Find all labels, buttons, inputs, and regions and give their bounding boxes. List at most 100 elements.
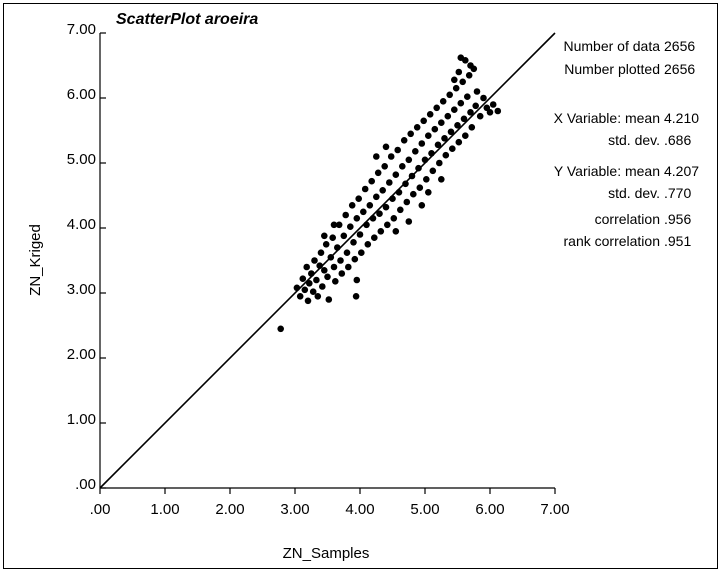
data-point: [441, 135, 448, 142]
data-point: [311, 257, 318, 264]
data-point: [342, 211, 350, 219]
data-point: [321, 267, 328, 274]
data-point: [356, 231, 364, 238]
data-point: [418, 140, 426, 147]
data-point: [442, 151, 450, 159]
stat-value: 4.207: [664, 163, 699, 179]
data-point: [364, 241, 372, 248]
x-tick-label: 1.00: [150, 501, 179, 518]
data-point: [459, 78, 467, 86]
x-tick-label: .00: [90, 501, 111, 518]
y-tick-label: 3.00: [67, 281, 96, 298]
data-point: [433, 104, 441, 112]
data-point: [373, 193, 380, 201]
data-point: [464, 93, 471, 100]
data-point: [392, 171, 400, 178]
data-point: [374, 169, 382, 177]
data-point: [420, 117, 428, 125]
data-point: [412, 148, 419, 155]
data-point: [462, 132, 469, 139]
data-point: [425, 189, 432, 196]
x-tick-label: 3.00: [280, 501, 309, 518]
data-point: [486, 109, 494, 116]
data-point: [313, 276, 320, 284]
data-point: [472, 102, 480, 110]
data-point: [451, 76, 458, 84]
stat-value: 2656: [664, 38, 695, 54]
data-point: [319, 283, 326, 290]
y-tick-label: .00: [75, 476, 96, 493]
data-point: [330, 263, 338, 271]
data-point: [405, 218, 413, 225]
stat-value: 2656: [664, 61, 695, 77]
data-point: [429, 167, 437, 175]
data-point: [462, 57, 469, 64]
data-point: [410, 190, 417, 198]
data-point: [314, 293, 322, 300]
data-point: [340, 232, 348, 240]
data-point: [379, 187, 387, 194]
y-axis-title: ZN_Kriged: [27, 224, 44, 296]
data-point: [392, 228, 400, 235]
data-point: [382, 203, 390, 211]
data-point: [329, 234, 337, 241]
chart-frame: [3, 3, 718, 569]
data-point: [355, 195, 363, 202]
stat-value: .951: [664, 233, 691, 249]
data-point: [304, 297, 312, 305]
stat-value: .686: [664, 132, 691, 148]
stat-label: Number plotted: [564, 61, 660, 77]
data-point: [449, 145, 456, 152]
data-point: [452, 84, 460, 92]
x-tick-label: 5.00: [410, 501, 439, 518]
data-point: [397, 206, 404, 214]
data-point: [399, 163, 406, 170]
data-point: [321, 232, 328, 240]
data-point: [386, 179, 393, 186]
y-tick-label: 2.00: [67, 346, 96, 363]
data-point: [415, 164, 422, 172]
data-point: [465, 72, 473, 79]
data-point: [390, 215, 398, 222]
data-point: [353, 276, 361, 284]
data-point: [407, 130, 415, 138]
data-point: [425, 132, 432, 139]
data-point: [438, 176, 445, 183]
chart-title: ScatterPlot aroeira: [116, 11, 258, 28]
data-point: [306, 280, 313, 287]
y-tick-label: 6.00: [67, 86, 96, 103]
data-point: [371, 234, 378, 241]
data-point: [413, 124, 421, 131]
stat-label: X Variable: mean: [554, 110, 660, 126]
stat-label: correlation: [595, 211, 660, 227]
data-point: [343, 249, 351, 256]
data-point: [324, 273, 331, 281]
y-tick-label: 5.00: [67, 151, 96, 168]
data-point: [473, 88, 481, 95]
data-point: [377, 228, 385, 235]
data-point: [322, 241, 330, 248]
data-point: [335, 221, 343, 229]
data-point: [423, 176, 430, 183]
data-point: [350, 239, 357, 246]
data-point: [418, 202, 426, 209]
data-point: [381, 163, 389, 170]
data-point: [337, 257, 344, 264]
stat-value: .770: [664, 185, 691, 201]
data-point: [348, 202, 356, 209]
data-point: [444, 112, 452, 120]
data-point: [468, 124, 476, 131]
stat-value: .956: [664, 211, 691, 227]
data-point: [352, 293, 360, 300]
data-point: [345, 263, 352, 271]
data-point: [368, 177, 376, 185]
data-point: [431, 125, 439, 133]
data-point: [330, 221, 338, 229]
data-point: [325, 296, 333, 303]
data-point: [301, 286, 309, 294]
x-tick-label: 2.00: [215, 501, 244, 518]
data-points: [277, 54, 502, 333]
data-point: [416, 184, 424, 191]
x-tick-label: 6.00: [475, 501, 504, 518]
